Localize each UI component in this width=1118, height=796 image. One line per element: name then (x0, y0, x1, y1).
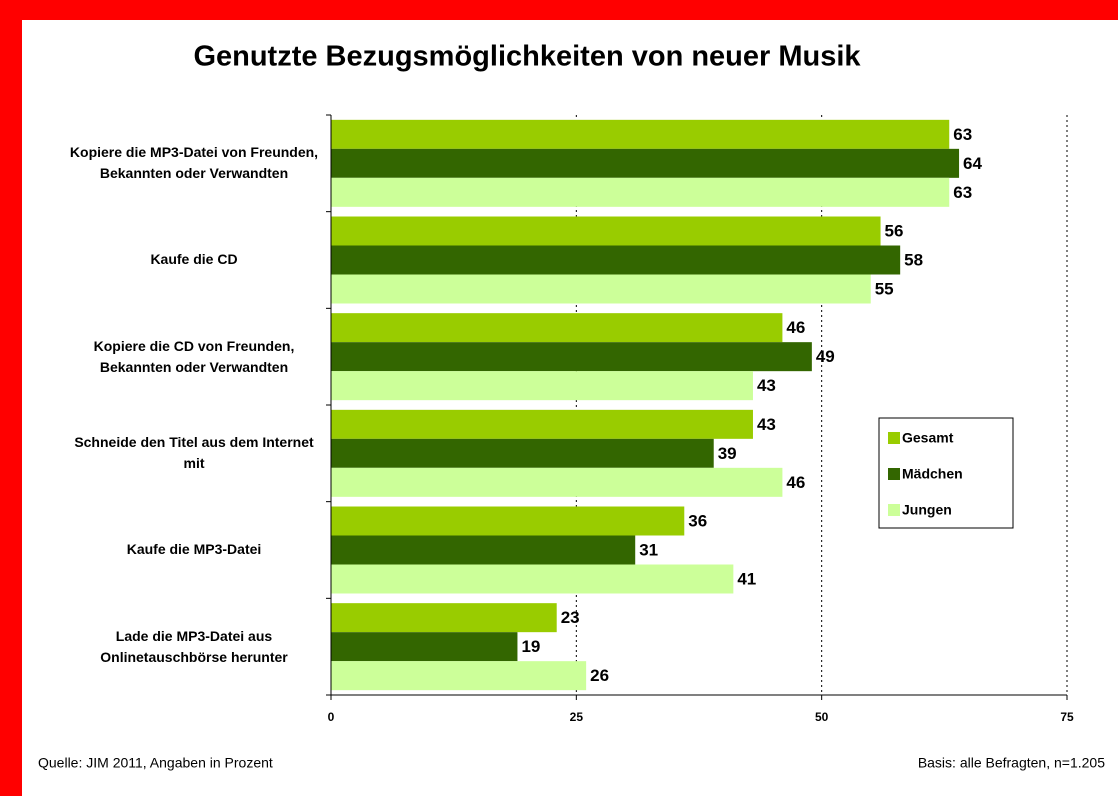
value-label: 43 (757, 415, 776, 434)
bar (331, 216, 881, 246)
bar (331, 342, 812, 372)
bar (331, 371, 753, 401)
legend-box (878, 417, 1014, 529)
bar (331, 274, 871, 304)
bar (331, 467, 783, 497)
source: Quelle: JIM 2011, Angaben in Prozent (38, 755, 273, 771)
value-label: 55 (875, 279, 894, 298)
bar (331, 177, 950, 207)
legend-label: Jungen (902, 502, 952, 518)
bar (331, 313, 783, 343)
value-label: 58 (904, 250, 923, 269)
value-label: 49 (816, 347, 835, 366)
value-label: 56 (885, 221, 904, 240)
note: Basis: alle Befragten, n=1.205 (918, 755, 1105, 771)
x-tick-label: 0 (328, 710, 335, 724)
value-label: 64 (963, 154, 982, 173)
value-label: 63 (953, 183, 972, 202)
value-label: 31 (639, 540, 658, 559)
left-border (0, 0, 22, 796)
category-label: Kopiere die MP3-Datei von Freunden, Beka… (69, 144, 319, 182)
bar (331, 661, 587, 691)
bar (331, 506, 685, 536)
bar (331, 564, 734, 594)
category-label: Kaufe die CD (150, 251, 238, 268)
value-label: 39 (718, 444, 737, 463)
bar (331, 409, 753, 439)
value-label: 46 (786, 473, 805, 492)
value-label: 63 (953, 125, 972, 144)
bar (331, 148, 960, 178)
value-label: 23 (561, 608, 580, 627)
x-tick-label: 50 (815, 710, 829, 724)
category-label: Kopiere die CD von Freunden, Bekannten o… (93, 337, 295, 375)
value-label: 46 (786, 318, 805, 337)
category-label: Schneide den Titel aus dem Internet mit (74, 434, 314, 472)
legend-label: Mädchen (902, 466, 963, 482)
category-label: Lade die MP3-Datei aus Onlinetauschbörse… (100, 627, 288, 665)
legend-swatch (888, 468, 900, 480)
legend-swatch (888, 432, 900, 444)
bar (331, 632, 518, 662)
value-label: 26 (590, 666, 609, 685)
value-label: 41 (737, 569, 756, 588)
bar (331, 535, 636, 565)
bar (331, 438, 714, 468)
x-tick-label: 75 (1060, 710, 1074, 724)
chart-title: Genutzte Bezugsmöglichkeiten von neuer M… (193, 41, 861, 73)
value-label: 43 (757, 376, 776, 395)
category-label: Kaufe die MP3-Datei (126, 541, 262, 558)
x-tick-label: 25 (570, 710, 584, 724)
legend-swatch (888, 504, 900, 516)
top-border (0, 0, 1118, 20)
bar (331, 603, 557, 633)
value-label: 19 (521, 637, 540, 656)
legend-label: Gesamt (902, 430, 954, 446)
value-label: 36 (688, 511, 707, 530)
bar (331, 245, 901, 275)
bar (331, 119, 950, 149)
